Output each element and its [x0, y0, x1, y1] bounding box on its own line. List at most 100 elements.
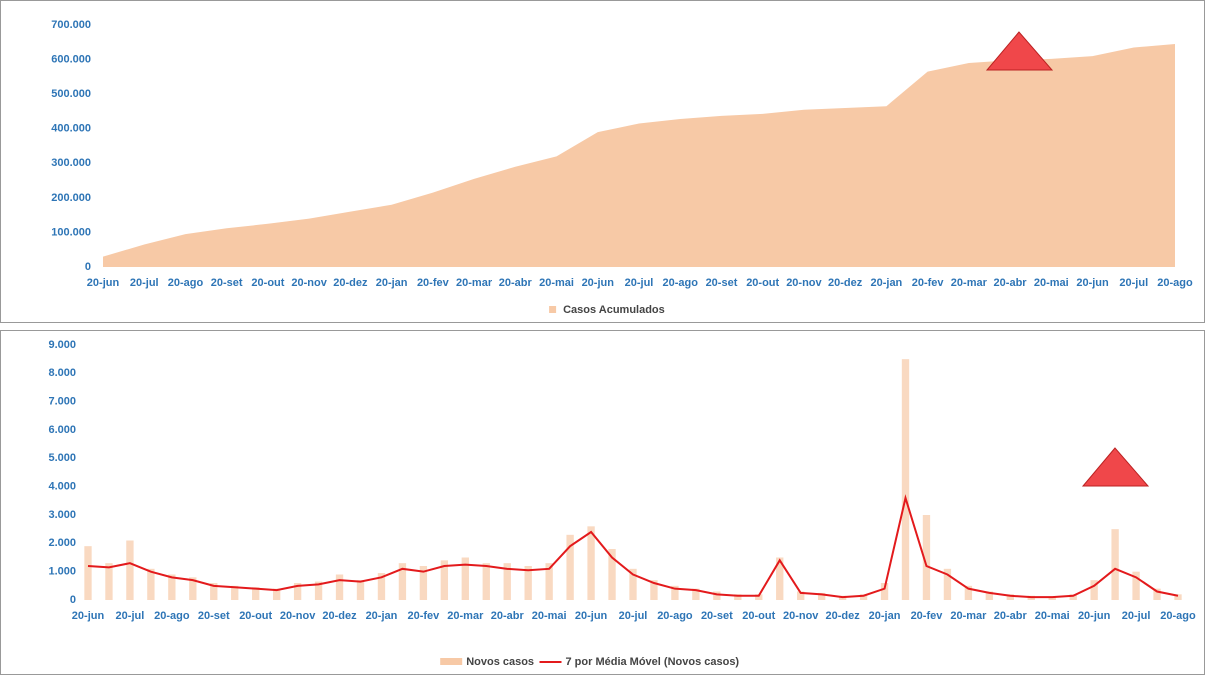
- y-tick-label: 9.000: [48, 339, 76, 351]
- x-tick-label: 20-fev: [912, 277, 945, 289]
- y-tick-label: 400.000: [51, 123, 91, 135]
- bar: [734, 594, 742, 600]
- y-tick-label: 600.000: [51, 53, 91, 65]
- legend-label: Casos Acumulados: [563, 304, 665, 316]
- x-tick-label: 20-nov: [786, 277, 822, 289]
- bar: [105, 563, 113, 600]
- frame: [0, 330, 1205, 675]
- x-tick-label: 20-jun: [575, 610, 608, 622]
- x-tick-label: 20-jun: [87, 277, 120, 289]
- x-tick-label: 20-set: [706, 277, 738, 289]
- x-tick-label: 20-fev: [911, 610, 944, 622]
- x-tick-label: 20-jul: [1122, 610, 1151, 622]
- x-tick-label: 20-jul: [619, 610, 648, 622]
- line: [87, 494, 1179, 599]
- bar: [1111, 529, 1119, 600]
- x-tick-label: 20-mar: [951, 277, 988, 289]
- x-tick-label: 20-jun: [1078, 610, 1111, 622]
- bar: [168, 574, 176, 600]
- x-tick-label: 20-ago: [657, 610, 693, 622]
- bar: [985, 591, 994, 600]
- legend-label: 7 por Média Móvel (Novos casos): [566, 656, 740, 668]
- y-tick-label: 0: [85, 261, 91, 273]
- bar: [1090, 580, 1098, 600]
- x-tick-label: 20-dez: [333, 277, 368, 289]
- bar: [272, 588, 281, 600]
- x-tick-label: 20-dez: [828, 277, 863, 289]
- bar: [231, 585, 239, 600]
- y-tick-label: 0: [70, 594, 76, 606]
- y-tick-label: 4.000: [48, 481, 76, 493]
- y-tick-label: 5.000: [48, 452, 76, 464]
- x-tick-label: 20-nov: [291, 277, 327, 289]
- x-tick-label: 20-mar: [447, 610, 484, 622]
- x-tick-label: 20-set: [701, 610, 733, 622]
- x-tick-label: 20-dez: [322, 610, 357, 622]
- area: [103, 44, 1175, 268]
- bar: [755, 594, 763, 600]
- x-tick-label: 20-jun: [1076, 277, 1109, 289]
- bar: [461, 557, 469, 600]
- bar: [587, 526, 595, 600]
- bar: [503, 563, 511, 600]
- x-tick-label: 20-ago: [1157, 277, 1193, 289]
- x-tick-label: 20-fev: [407, 610, 440, 622]
- bar: [524, 566, 532, 600]
- bar: [692, 588, 700, 600]
- bar: [608, 549, 616, 600]
- x-tick-label: 20-mar: [456, 277, 493, 289]
- x-tick-label: 20-abr: [499, 277, 533, 289]
- bar: [482, 563, 490, 600]
- legend-swatch: [440, 658, 463, 665]
- x-tick-label: 20-mai: [532, 610, 567, 622]
- bar: [1006, 594, 1014, 600]
- y-tick-label: 1.000: [48, 566, 76, 578]
- bar: [1174, 594, 1182, 600]
- x-tick-label: 20-out: [239, 610, 272, 622]
- x-tick-label: 20-mai: [1035, 610, 1070, 622]
- bar: [776, 557, 784, 600]
- bar: [671, 585, 679, 600]
- x-tick-label: 20-jan: [869, 610, 901, 622]
- bar: [922, 515, 931, 600]
- bar: [1153, 588, 1161, 600]
- bar: [964, 585, 973, 600]
- bar: [335, 574, 344, 600]
- bar: [377, 573, 386, 600]
- x-tick-label: 20-jan: [376, 277, 408, 289]
- trend-icon: [1081, 447, 1150, 487]
- bar: [859, 594, 868, 600]
- x-tick-label: 20-mar: [950, 610, 987, 622]
- bar: [356, 580, 365, 600]
- x-tick-label: 20-jul: [1119, 277, 1148, 289]
- bar: [1069, 594, 1077, 600]
- bar: [419, 566, 428, 600]
- x-tick-label: 20-ago: [154, 610, 190, 622]
- y-tick-label: 6.000: [48, 424, 76, 436]
- x-tick-label: 20-dez: [825, 610, 860, 622]
- bar: [210, 583, 218, 600]
- bar: [1048, 596, 1056, 600]
- y-tick-label: 7.000: [48, 396, 76, 408]
- bar: [84, 546, 92, 600]
- bar: [545, 563, 553, 600]
- y-tick-label: 3.000: [48, 509, 76, 521]
- x-tick-label: 20-jul: [130, 277, 159, 289]
- bar: [252, 587, 260, 600]
- bar: [398, 563, 407, 600]
- y-tick-label: 200.000: [51, 192, 91, 204]
- x-tick-label: 20-ago: [1160, 610, 1196, 622]
- x-tick-label: 20-abr: [994, 610, 1028, 622]
- y-tick-label: 300.000: [51, 157, 91, 169]
- x-tick-label: 20-out: [742, 610, 775, 622]
- bar: [713, 591, 721, 600]
- bar: [943, 568, 952, 600]
- bar: [293, 583, 302, 600]
- x-tick-label: 20-jul: [625, 277, 654, 289]
- x-tick-label: 20-jun: [582, 277, 615, 289]
- bar: [126, 540, 134, 600]
- legend-swatch: [549, 306, 557, 313]
- x-tick-label: 20-ago: [662, 277, 698, 289]
- bar: [147, 568, 155, 600]
